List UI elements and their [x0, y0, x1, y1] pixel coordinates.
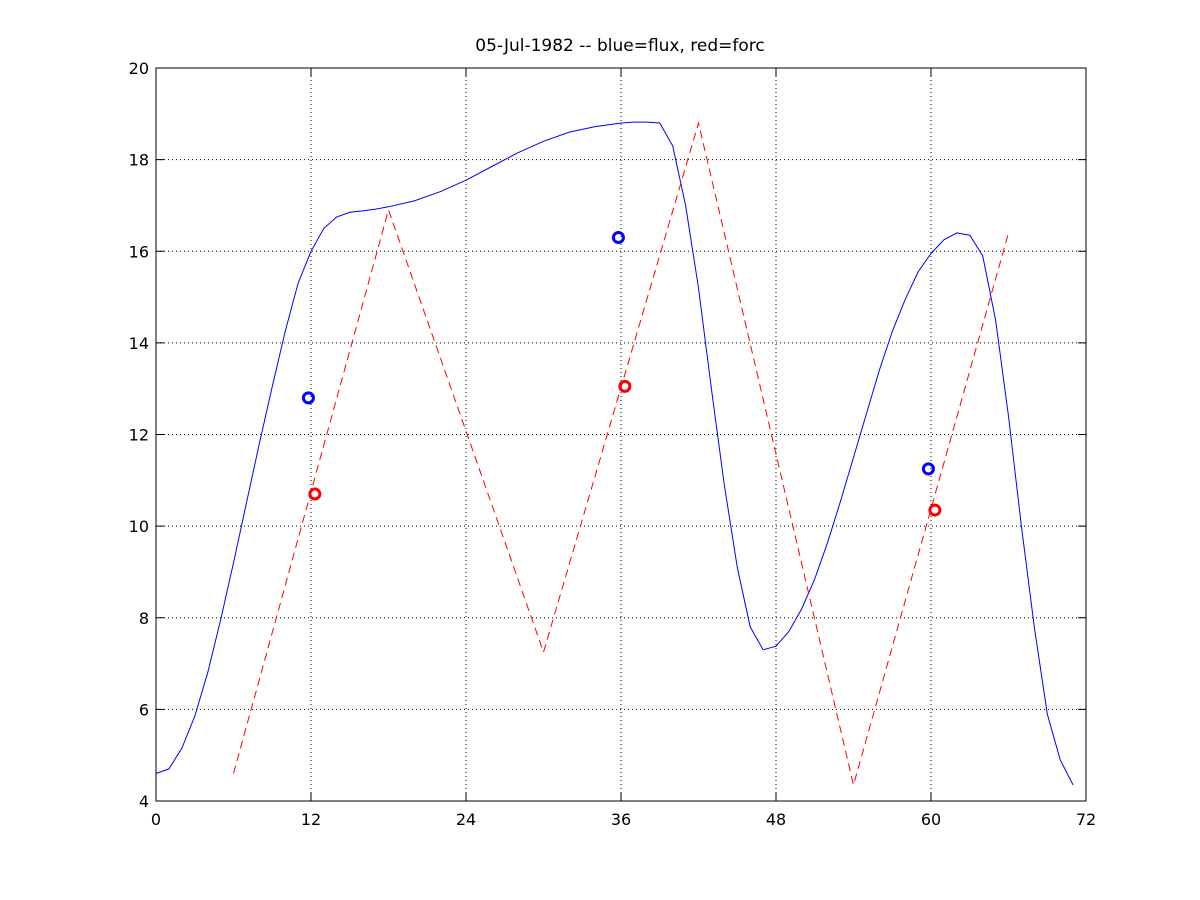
marker-flux [611, 231, 625, 245]
x-tick-label: 36 [611, 810, 631, 829]
x-tick-label: 60 [921, 810, 941, 829]
x-tick-label: 48 [766, 810, 786, 829]
chart-title: 05-Jul-1982 -- blue=flux, red=forc [475, 36, 765, 56]
y-tick-label: 10 [129, 517, 149, 536]
tick-layer: 0 12 24 36 48 60 72 4 6 8 10 12 14 16 18 20 [129, 59, 1097, 829]
x-tick-label: 24 [456, 810, 476, 829]
series-line-flux [155, 121, 1074, 786]
y-tick-label: 12 [129, 426, 149, 445]
marker-forc [928, 503, 942, 517]
grid-layer [156, 68, 1086, 801]
x-tick-label: 72 [1076, 810, 1096, 829]
y-tick-label: 18 [129, 151, 149, 170]
y-tick-label: 14 [129, 334, 149, 353]
marker-forc [618, 379, 632, 393]
marker-flux [921, 462, 935, 476]
x-tick-label: 12 [301, 810, 321, 829]
y-tick-label: 6 [139, 700, 149, 719]
x-tick-label: 0 [151, 810, 161, 829]
y-tick-label: 16 [129, 242, 149, 261]
marker-forc [308, 487, 322, 501]
y-tick-label: 4 [139, 792, 149, 811]
marker-layer [301, 231, 942, 517]
y-tick-label: 8 [139, 609, 149, 628]
y-tick-label: 20 [129, 59, 149, 78]
marker-flux [301, 391, 315, 405]
